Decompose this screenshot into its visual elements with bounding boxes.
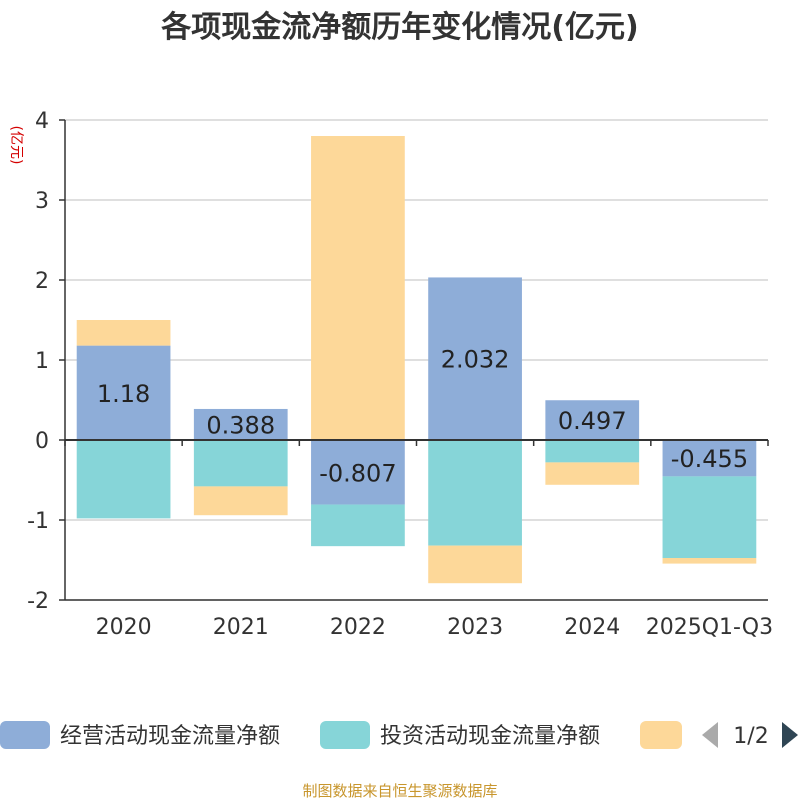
- source-note: 制图数据来自恒生聚源数据库: [302, 782, 497, 800]
- legend-swatch-1[interactable]: [0, 721, 50, 749]
- bar-series-3-2021[interactable]: [193, 486, 288, 516]
- chart-title: 各项现金流净额历年变化情况(亿元): [160, 10, 638, 45]
- legend-label-2[interactable]: 投资活动现金流量净额: [380, 724, 600, 749]
- legend-swatch-2[interactable]: [320, 721, 370, 749]
- y-tick-label: -2: [27, 589, 49, 614]
- x-tick-label: 2020: [96, 615, 152, 640]
- data-label: -0.807: [319, 459, 396, 487]
- x-tick-label: 2021: [213, 615, 269, 640]
- x-tick-label: 2025Q1-Q3: [646, 615, 773, 640]
- y-axis-unit: (亿元): [8, 126, 24, 165]
- bar-series-2-2025Q1-Q3[interactable]: [662, 476, 757, 558]
- data-label: -0.455: [671, 445, 748, 473]
- bar-series-2-2023[interactable]: [428, 440, 522, 546]
- bar-series-2-2024[interactable]: [545, 440, 640, 463]
- bar-series-1-2023[interactable]: [428, 277, 522, 440]
- bar-series-1-2024[interactable]: [545, 400, 640, 440]
- bar-series-3-2022[interactable]: [311, 136, 405, 440]
- bar-series-3-2025Q1-Q3[interactable]: [662, 558, 757, 564]
- y-tick-label: 3: [35, 189, 49, 214]
- legend-label-1[interactable]: 经营活动现金流量净额: [60, 724, 280, 749]
- bar-series-2-2021[interactable]: [193, 440, 288, 487]
- x-tick-label: 2022: [330, 615, 386, 640]
- data-label: 2.032: [441, 346, 510, 374]
- bar-series-3-2020[interactable]: [76, 320, 171, 346]
- x-tick-label: 2024: [564, 615, 620, 640]
- y-tick-label: -1: [27, 509, 49, 534]
- data-labels: 1.18 0.388 -0.807 2.032 0.497 -0.455: [97, 346, 748, 488]
- legend-pager: 1/2: [733, 724, 768, 749]
- y-tick-label: 0: [35, 429, 49, 454]
- bars: [76, 136, 757, 584]
- legend: 经营活动现金流量净额 投资活动现金流量净额 1/2: [0, 721, 798, 749]
- legend-swatch-3[interactable]: [640, 721, 682, 749]
- bar-series-2-2022[interactable]: [311, 504, 405, 547]
- bar-series-1-2025Q1-Q3[interactable]: [662, 440, 757, 477]
- y-tick-label: 1: [35, 349, 49, 374]
- bar-series-1-2020[interactable]: [76, 345, 171, 440]
- legend-next-icon[interactable]: [782, 722, 798, 748]
- data-label: 0.497: [558, 407, 627, 435]
- y-tick-label: 2: [35, 269, 49, 294]
- bar-series-1-2022[interactable]: [311, 440, 405, 505]
- y-tick-label: 4: [35, 109, 49, 134]
- bar-series-2-2020[interactable]: [76, 440, 171, 519]
- bar-series-3-2023[interactable]: [428, 545, 522, 584]
- data-label: 0.388: [206, 411, 275, 439]
- axes: -2 -1 0 1 2 3 4 2020 2021 2022 2023 2024 2025Q1-Q3: [27, 109, 773, 640]
- bar-series-1-2021[interactable]: [193, 408, 288, 440]
- bar-series-3-2024[interactable]: [545, 462, 640, 485]
- x-tick-label: 2023: [447, 615, 503, 640]
- data-label: 1.18: [97, 380, 150, 408]
- legend-prev-icon[interactable]: [702, 722, 718, 748]
